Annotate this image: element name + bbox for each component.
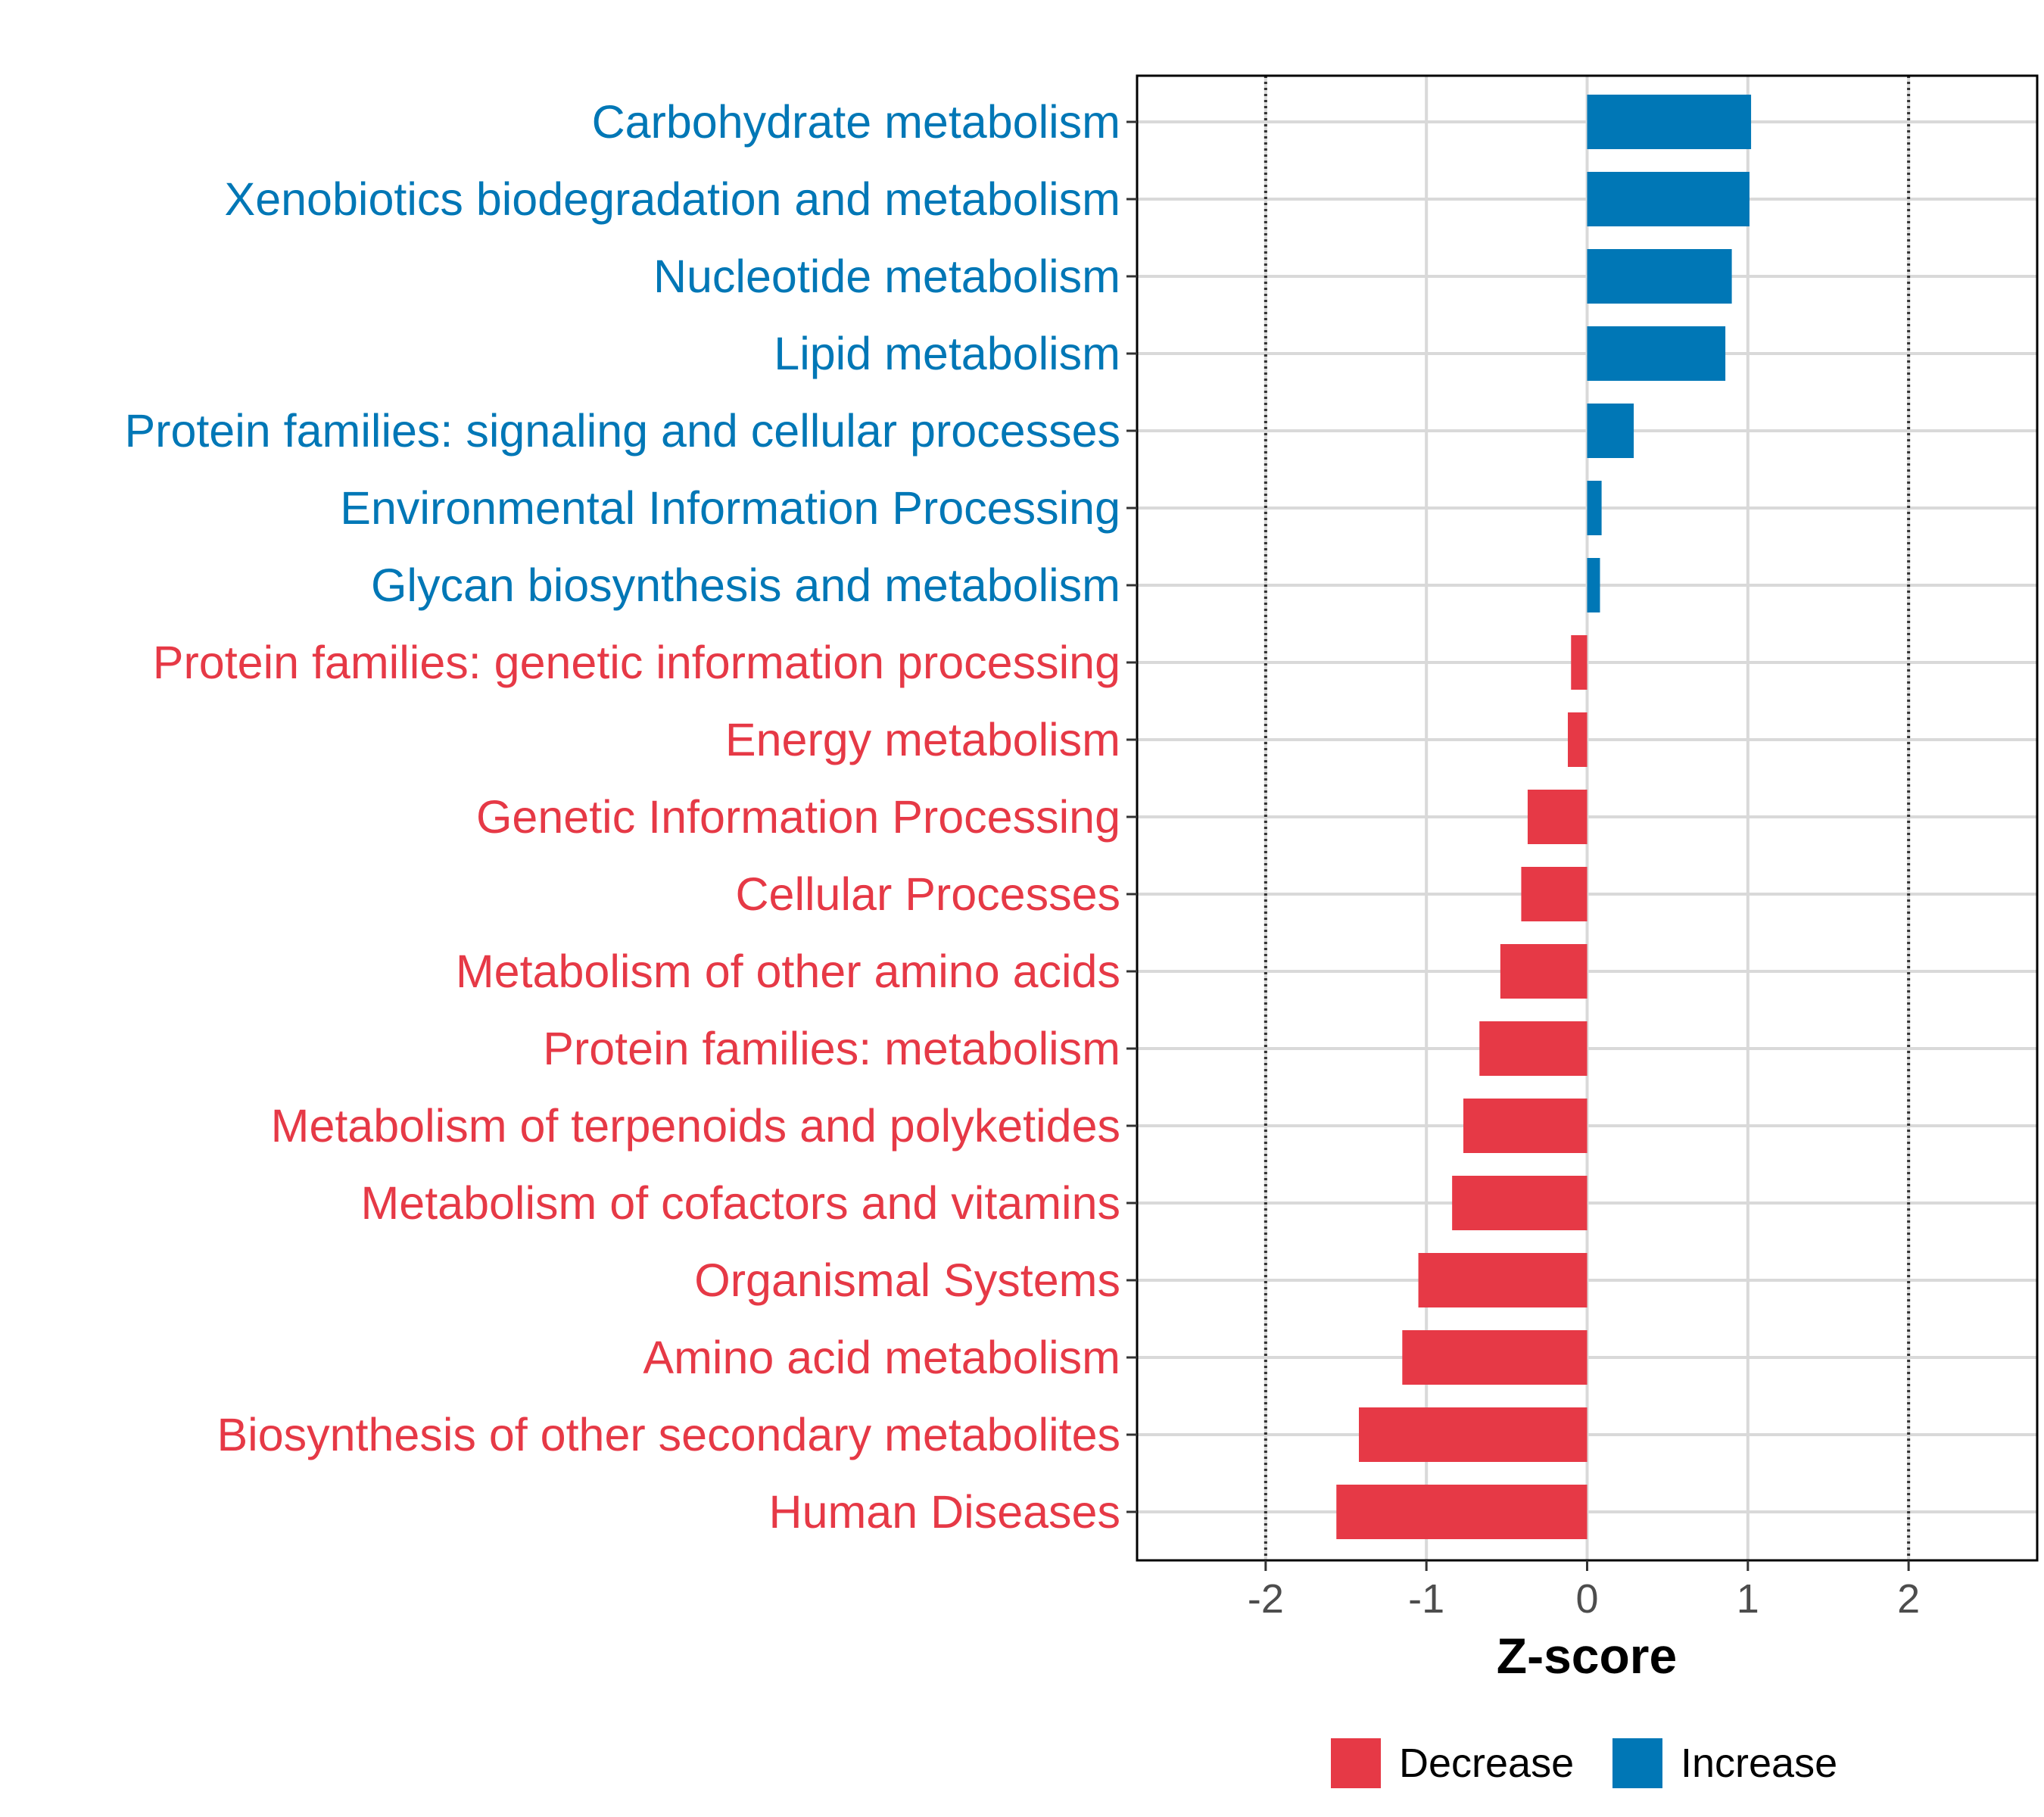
x-axis: -2 -1 0 1 2 [1248, 1560, 1920, 1622]
category-label: Nucleotide metabolism [653, 251, 1120, 302]
bar-increase [1587, 249, 1732, 304]
x-tick-label: 1 [1737, 1576, 1759, 1622]
bar-layer [1336, 95, 1752, 1539]
category-label: Human Diseases [769, 1486, 1120, 1538]
bar-decrease [1521, 867, 1588, 921]
bar-increase [1587, 95, 1752, 149]
category-label: Protein families: genetic information pr… [153, 637, 1120, 688]
category-label: Xenobiotics biodegradation and metabolis… [225, 173, 1120, 225]
bar-increase [1587, 326, 1726, 381]
bar-increase [1587, 481, 1602, 535]
category-label: Metabolism of terpenoids and polyketides [271, 1100, 1120, 1152]
category-label: Cellular Processes [735, 868, 1120, 920]
bar-decrease [1336, 1485, 1588, 1539]
x-tick-label: 0 [1575, 1576, 1598, 1622]
category-label: Amino acid metabolism [643, 1332, 1120, 1383]
legend-label: Decrease [1399, 1741, 1574, 1786]
legend-swatch [1612, 1738, 1662, 1788]
y-axis: Carbohydrate metabolism Xenobiotics biode… [124, 96, 1137, 1538]
x-tick-label: -1 [1408, 1576, 1444, 1622]
legend-label: Increase [1681, 1741, 1837, 1786]
x-axis-title: Z-score [1497, 1628, 1677, 1684]
category-label: Genetic Information Processing [476, 791, 1120, 843]
bar-decrease [1571, 635, 1588, 690]
category-label: Protein families: metabolism [543, 1023, 1120, 1074]
legend: Decrease Increase [1331, 1738, 1837, 1788]
legend-swatch [1331, 1738, 1381, 1788]
category-label: Metabolism of other amino acids [456, 946, 1120, 997]
category-label: Protein families: signaling and cellular… [124, 405, 1120, 457]
x-tick-label: -2 [1248, 1576, 1284, 1622]
x-tick-label: 2 [1897, 1576, 1920, 1622]
category-label: Lipid metabolism [774, 328, 1120, 379]
bar-decrease [1452, 1176, 1588, 1230]
category-label: Organismal Systems [694, 1254, 1120, 1306]
bar-decrease [1527, 790, 1588, 844]
bar-increase [1587, 404, 1634, 458]
category-label: Glycan biosynthesis and metabolism [371, 559, 1120, 611]
bar-decrease [1500, 944, 1588, 999]
category-label: Carbohydrate metabolism [592, 96, 1120, 148]
category-label: Environmental Information Processing [340, 482, 1120, 534]
category-label: Metabolism of cofactors and vitamins [360, 1177, 1120, 1229]
category-label: Energy metabolism [725, 714, 1120, 765]
bar-decrease [1402, 1330, 1588, 1385]
bar-decrease [1479, 1021, 1588, 1076]
bar-decrease [1359, 1407, 1588, 1462]
bar-decrease [1568, 712, 1588, 767]
bar-increase [1587, 172, 1750, 226]
category-label: Biosynthesis of other secondary metaboli… [217, 1409, 1120, 1460]
reference-line-layer [1263, 76, 1911, 1560]
bar-increase [1587, 558, 1600, 612]
bar-decrease [1418, 1253, 1588, 1307]
bar-decrease [1463, 1099, 1588, 1153]
